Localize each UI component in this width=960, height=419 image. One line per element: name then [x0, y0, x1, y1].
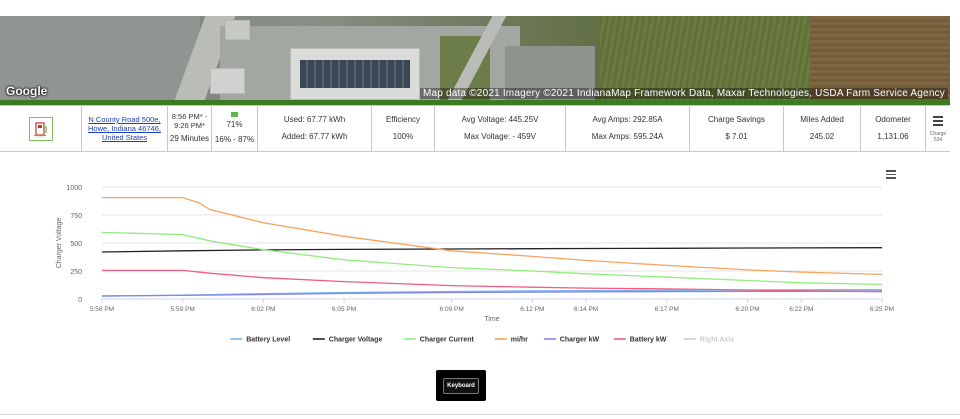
bottom-divider — [0, 414, 960, 415]
y-axis-title: Charger Voltage — [56, 218, 63, 269]
location-link[interactable]: N County Road 500e, Howe, Indiana 46746,… — [88, 115, 161, 142]
duration: 29 Minutes — [169, 134, 210, 143]
charge-menu-caption: Charge 534 — [929, 131, 947, 143]
efficiency-label: Efficiency — [385, 115, 421, 124]
energy-used: Used: 67.77 kWh — [283, 115, 346, 124]
chart-menu-icon[interactable] — [886, 168, 896, 181]
legend-item[interactable]: Charger Current — [420, 337, 475, 344]
legend-item[interactable]: mi/hr — [511, 337, 528, 344]
x-tick-label: 5:56 PM — [90, 306, 114, 313]
y-tick-label: 0 — [78, 297, 82, 304]
series-line[interactable] — [101, 290, 883, 297]
parking-lot — [505, 46, 595, 100]
accent-bar — [0, 100, 950, 105]
efficiency-value: 100% — [392, 132, 414, 141]
amps-cell: Avg Amps: 292.85A Max Amps: 595.24A — [566, 106, 690, 151]
time-range: 8:56 PM* - 9:26 PM* — [171, 112, 208, 130]
farm-field — [810, 16, 950, 100]
avg-amps: Avg Amps: 292.85A — [592, 115, 663, 124]
charge-menu-button[interactable]: Charge 534 — [926, 106, 950, 151]
energy-added: Added: 67.77 kWh — [281, 132, 348, 141]
legend-item[interactable]: Battery Level — [246, 337, 290, 344]
x-tick-label: 6:17 PM — [655, 306, 679, 313]
y-tick-label: 750 — [70, 213, 82, 220]
x-tick-label: 6:12 PM — [520, 306, 544, 313]
max-amps: Max Amps: 595.24A — [591, 132, 664, 141]
voltage-cell: Avg Voltage: 445.25V Max Voltage: - 459V — [435, 106, 566, 151]
savings-label: Charge Savings — [708, 115, 765, 124]
battery-cell: 71% 16% - 87% — [212, 106, 258, 151]
max-voltage: Max Voltage: - 459V — [463, 132, 537, 141]
x-tick-label: 6:02 PM — [251, 306, 275, 313]
y-tick-label: 500 — [70, 241, 82, 248]
odometer-value: 1,131.06 — [877, 132, 909, 141]
miles-cell: Miles Added 245.02 — [784, 106, 861, 151]
series-line[interactable] — [101, 231, 883, 286]
legend-item[interactable]: Right Axis — [700, 337, 734, 344]
hamburger-icon — [933, 114, 943, 128]
series-line[interactable] — [102, 269, 883, 293]
roof-panels — [300, 60, 410, 88]
charge-stats-bar: N County Road 500e, Howe, Indiana 46746,… — [0, 105, 950, 152]
y-tick-label: 250 — [70, 269, 82, 276]
line-chart: 0 250 500 750 1000 5:56 PM 5:59 PM 6:02 PM 6:05 … — [56, 185, 894, 344]
odometer-label: Odometer — [875, 115, 911, 124]
legend-item[interactable]: Charger Voltage — [329, 337, 383, 344]
x-tick-label: 6:25 PM — [870, 306, 894, 313]
battery-percent: 71% — [226, 119, 243, 129]
x-tick-label: 5:59 PM — [171, 306, 195, 313]
x-tick-label: 6:22 PM — [789, 306, 813, 313]
building — [210, 68, 245, 94]
savings-value: $ 7.01 — [725, 132, 748, 141]
satellite-map[interactable]: Google Map data ©2021 Imagery ©2021 Indi… — [0, 16, 950, 100]
building — [225, 20, 250, 40]
farm-field — [600, 16, 810, 100]
legend-item[interactable]: Charger kW — [560, 337, 600, 344]
series-line[interactable] — [101, 247, 883, 253]
x-tick-label: 6:20 PM — [735, 306, 759, 313]
y-tick-label: 1000 — [66, 185, 82, 192]
miles-label: Miles Added — [800, 115, 844, 124]
x-tick-label: 6:09 PM — [440, 306, 464, 313]
time-cell: 8:56 PM* - 9:26 PM* 29 Minutes — [168, 106, 212, 151]
location-cell: N County Road 500e, Howe, Indiana 46746,… — [82, 106, 168, 151]
avg-voltage: Avg Voltage: 445.25V — [461, 115, 539, 124]
x-tick-label: 6:14 PM — [574, 306, 598, 313]
charger-station-icon — [28, 116, 53, 141]
charger-icon-cell — [0, 106, 82, 151]
series-line[interactable] — [102, 196, 883, 276]
legend-item[interactable]: Battery kW — [630, 337, 667, 344]
keyboard-button[interactable]: Keyboard — [443, 377, 479, 394]
parking-lot — [0, 16, 200, 100]
energy-cell: Used: 67.77 kWh Added: 67.77 kWh — [258, 106, 372, 151]
odometer-cell: Odometer 1,131.06 — [861, 106, 926, 151]
x-axis-title: Time — [484, 316, 499, 323]
battery-icon — [231, 111, 238, 117]
savings-cell: Charge Savings $ 7.01 — [690, 106, 784, 151]
efficiency-cell: Efficiency 100% — [372, 106, 435, 151]
keyboard-overlay: Keyboard — [436, 370, 486, 401]
map-attribution[interactable]: Map data ©2021 Imagery ©2021 IndianaMap … — [419, 88, 948, 99]
battery-range: 16% - 87% — [214, 134, 255, 144]
miles-value: 245.02 — [809, 132, 835, 141]
x-tick-label: 6:05 PM — [332, 306, 356, 313]
map-logo[interactable]: Google — [6, 84, 48, 98]
